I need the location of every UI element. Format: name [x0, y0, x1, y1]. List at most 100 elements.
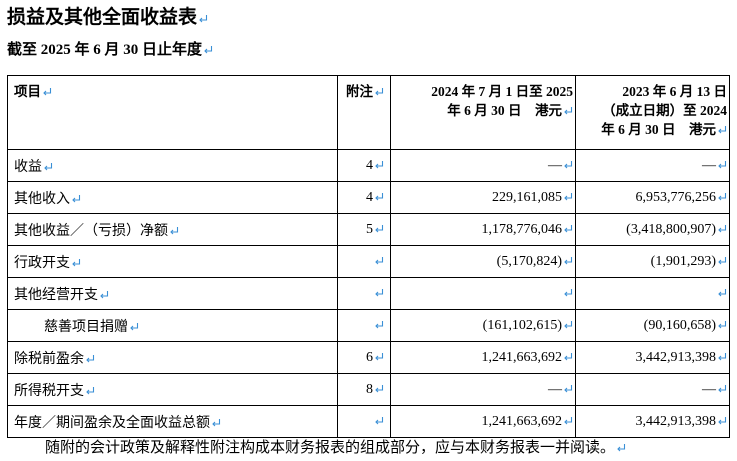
- cell-text: 4: [366, 157, 373, 173]
- cell-text: (3,418,800,907): [626, 221, 716, 237]
- return-mark: [170, 226, 179, 234]
- header-cell: 项目: [7, 75, 338, 150]
- return-mark: [375, 88, 384, 96]
- cell-text: 6,953,776,256: [635, 189, 717, 205]
- value-cell: 1,241,663,692: [390, 341, 576, 374]
- cell-text: —: [548, 381, 562, 397]
- cell-text: 行政开支: [14, 255, 70, 271]
- return-mark: [564, 288, 573, 296]
- cell-text: (1,901,293): [650, 253, 716, 269]
- item-cell: 其他收益／（亏损）净额: [7, 213, 338, 246]
- return-mark: [564, 192, 573, 200]
- cell-text: 3,442,913,398: [635, 349, 717, 365]
- value-cell: 229,161,085: [390, 181, 576, 214]
- value-cell: —: [575, 149, 730, 182]
- statement-table: 项目 附注 2024 年 7 月 1 日至 2025 年 6 月 30 日 港元 202…: [7, 75, 730, 438]
- value-cell: 1,241,663,692: [390, 405, 576, 438]
- return-mark: [86, 354, 95, 362]
- cell-text: 除税前盈余: [14, 351, 84, 367]
- table-row: 收益 4 — —: [7, 149, 730, 182]
- value-cell: (90,160,658): [575, 309, 730, 342]
- cell-text: 1,241,663,692: [481, 349, 563, 365]
- cell-text: (161,102,615): [482, 317, 562, 333]
- title: 损益及其他全面收益表: [7, 2, 208, 29]
- value-cell: (161,102,615): [390, 309, 576, 342]
- return-mark: [718, 288, 727, 296]
- value-cell: (5,170,824): [390, 245, 576, 278]
- note-cell: [337, 309, 391, 342]
- return-mark: [72, 258, 81, 266]
- item-cell: 慈善项目捐赠: [7, 309, 338, 342]
- cell-text: 8: [366, 381, 373, 397]
- value-cell: 1,178,776,046: [390, 213, 576, 246]
- table-row: 年度／期间盈余及全面收益总额 1,241,663,692 3,442,913,398: [7, 405, 730, 438]
- value-cell: [390, 277, 576, 310]
- return-mark: [564, 416, 573, 424]
- return-mark: [375, 160, 384, 168]
- return-mark: [617, 444, 626, 452]
- value-cell: (1,901,293): [575, 245, 730, 278]
- note-cell: 6: [337, 341, 391, 374]
- table-row: 慈善项目捐赠 (161,102,615) (90,160,658): [7, 309, 730, 342]
- note-cell: [337, 245, 391, 278]
- subtitle: 截至 2025 年 6 月 30 日止年度: [7, 38, 213, 59]
- cell-text: 6: [366, 349, 373, 365]
- cell-text: —: [548, 157, 562, 173]
- cell-text: 所得税开支: [14, 383, 84, 399]
- return-mark: [100, 290, 109, 298]
- value-cell: [575, 277, 730, 310]
- return-mark: [564, 320, 573, 328]
- cell-text: 229,161,085: [492, 189, 562, 205]
- value-cell: (3,418,800,907): [575, 213, 730, 246]
- value-cell: —: [575, 373, 730, 406]
- return-mark: [86, 386, 95, 394]
- note-cell: 8: [337, 373, 391, 406]
- return-mark: [564, 384, 573, 392]
- table-row: 所得税开支 8 — —: [7, 373, 730, 406]
- cell-text: 5: [366, 221, 373, 237]
- table-row: 行政开支 (5,170,824) (1,901,293): [7, 245, 730, 278]
- return-mark: [375, 416, 384, 424]
- return-mark: [718, 384, 727, 392]
- cell-text: 慈善项目捐赠: [44, 319, 128, 335]
- header-line: 年 6 月 30 日 港元: [582, 120, 727, 139]
- cell-text: (5,170,824): [496, 253, 562, 269]
- item-cell: 除税前盈余: [7, 341, 338, 374]
- value-cell: 6,953,776,256: [575, 181, 730, 214]
- cell-text: 其他收益／（亏损）净额: [14, 223, 168, 239]
- return-mark: [375, 352, 384, 360]
- item-cell: 年度／期间盈余及全面收益总额: [7, 405, 338, 438]
- return-mark: [204, 46, 213, 54]
- return-mark: [564, 352, 573, 360]
- item-cell: 其他收入: [7, 181, 338, 214]
- header-line: 2023 年 6 月 13 日: [622, 84, 727, 99]
- return-mark: [375, 320, 384, 328]
- return-mark: [718, 256, 727, 264]
- return-mark: [375, 224, 384, 232]
- header-line: （成立日期）至 2024: [602, 103, 727, 118]
- return-mark: [564, 107, 573, 115]
- value-cell: 3,442,913,398: [575, 405, 730, 438]
- return-mark: [718, 416, 727, 424]
- cell-text: 项目: [14, 84, 41, 99]
- return-mark: [375, 192, 384, 200]
- value-cell: —: [390, 149, 576, 182]
- header-line: 2024 年 7 月 1 日至 2025: [431, 84, 573, 99]
- return-mark: [718, 224, 727, 232]
- item-cell: 所得税开支: [7, 373, 338, 406]
- header-cell: 2023 年 6 月 13 日 （成立日期）至 2024 年 6 月 30 日 港元: [575, 75, 730, 150]
- return-mark: [564, 256, 573, 264]
- return-mark: [44, 162, 53, 170]
- note-cell: 4: [337, 149, 391, 182]
- cell-text: 1,241,663,692: [481, 413, 563, 429]
- item-cell: 其他经营开支: [7, 277, 338, 310]
- cell-text: 收益: [14, 159, 42, 175]
- note-cell: [337, 277, 391, 310]
- cell-text: 附注: [346, 84, 373, 99]
- return-mark: [130, 322, 139, 330]
- return-mark: [212, 418, 221, 426]
- cell-text: 年度／期间盈余及全面收益总额: [14, 415, 210, 431]
- note-cell: 5: [337, 213, 391, 246]
- value-cell: —: [390, 373, 576, 406]
